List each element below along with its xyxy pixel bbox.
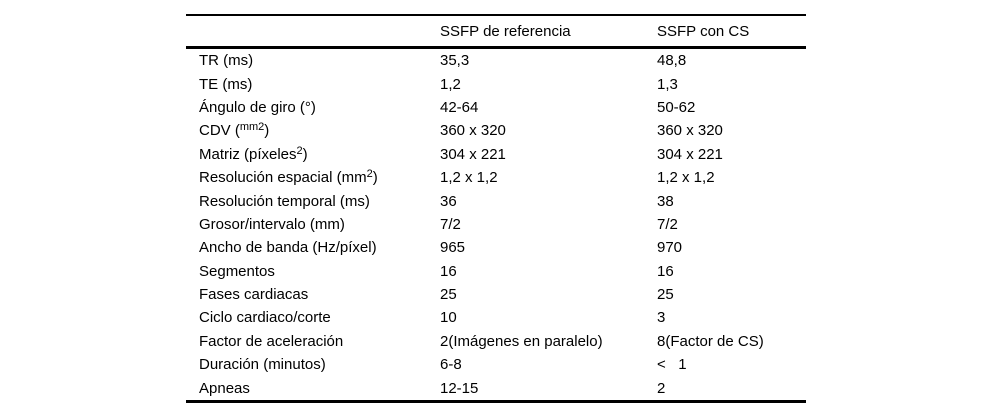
cell-ssfp-con-cs-value: 50-62 bbox=[657, 98, 696, 116]
cell-ssfp-referencia-value: 360 x 320 bbox=[440, 122, 506, 140]
table-header-row: SSFP de referencia SSFP con CS bbox=[186, 16, 806, 49]
cell-ssfp-con-cs-value: 970 bbox=[657, 239, 683, 257]
mri-parameters-table: SSFP de referencia SSFP con CS TR (ms) 3… bbox=[186, 14, 806, 403]
table-row: Duración (minutos) 6-8 < 1 bbox=[186, 353, 806, 376]
cell-ssfp-referencia-value: 1,2 x 1,2 bbox=[440, 169, 498, 187]
cell-ssfp-con-cs-value: 7/2 bbox=[657, 215, 678, 233]
cell-ssfp-referencia-value: 6-8 bbox=[440, 356, 462, 374]
cell-ssfp-referencia-value: 42-64 bbox=[440, 98, 479, 116]
row-label: Factor de aceleración bbox=[186, 334, 440, 349]
table-row: Grosor/intervalo (mm) 7/2 7/2 bbox=[186, 213, 806, 236]
cell-ssfp-con-cs-value: 48,8 bbox=[657, 52, 687, 70]
row-label-superscript: 2 bbox=[366, 168, 373, 181]
table-row: Ciclo cardiaco/corte 10 3 bbox=[186, 306, 806, 329]
cell-ssfp-referencia-value: 965 bbox=[440, 239, 466, 257]
row-label: Ancho de banda (Hz/píxel) bbox=[186, 240, 440, 255]
row-label-text: Resolución temporal (ms) bbox=[199, 192, 370, 210]
row-label-text: Apneas bbox=[199, 379, 250, 397]
row-label: Matriz (píxeles2) bbox=[186, 144, 440, 163]
row-label: Ciclo cardiaco/corte bbox=[186, 310, 440, 325]
row-label: Fases cardiacas bbox=[186, 287, 440, 302]
row-label: CDV (mm2) bbox=[186, 121, 440, 140]
cell-ssfp-con-cs-value: 25 bbox=[657, 286, 674, 304]
header-ssfp-con-cs: SSFP con CS bbox=[657, 22, 750, 40]
row-label-suffix: ) bbox=[372, 169, 378, 187]
cell-ssfp-referencia-value: 36 bbox=[440, 192, 457, 210]
row-label-text: CDV ( bbox=[199, 122, 240, 140]
cell-ssfp-referencia-value: 2(Imágenes en paralelo) bbox=[440, 332, 603, 350]
table-row: CDV (mm2) 360 x 320 360 x 320 bbox=[186, 119, 806, 142]
row-label-text: Ciclo cardiaco/corte bbox=[199, 309, 331, 327]
row-label: Segmentos bbox=[186, 264, 440, 279]
row-label-text: Matriz (píxeles bbox=[199, 145, 297, 163]
row-label-text: Segmentos bbox=[199, 262, 275, 280]
cell-ssfp-con-cs-value: 2 bbox=[657, 379, 666, 397]
table-row: Fases cardiacas 25 25 bbox=[186, 283, 806, 306]
cell-ssfp-con-cs-value: 38 bbox=[657, 192, 674, 210]
cell-ssfp-referencia-value: 25 bbox=[440, 286, 457, 304]
table-row: Ángulo de giro (°) 42-64 50-62 bbox=[186, 96, 806, 119]
table-row: Ancho de banda (Hz/píxel) 965 970 bbox=[186, 236, 806, 259]
cell-ssfp-referencia-value: 12-15 bbox=[440, 379, 479, 397]
row-label: TE (ms) bbox=[186, 77, 440, 92]
cell-ssfp-referencia-value: 1,2 bbox=[440, 75, 461, 93]
cell-ssfp-con-cs-value: 1,2 x 1,2 bbox=[657, 169, 715, 187]
row-label: TR (ms) bbox=[186, 53, 440, 68]
table-row: Apneas 12-15 2 bbox=[186, 376, 806, 399]
row-label-text: Factor de aceleración bbox=[199, 332, 344, 350]
row-label: Resolución espacial (mm2) bbox=[186, 168, 440, 187]
cell-ssfp-referencia-value: 35,3 bbox=[440, 52, 470, 70]
row-label-text: Duración (minutos) bbox=[199, 356, 326, 374]
table-row: Resolución temporal (ms) 36 38 bbox=[186, 189, 806, 212]
row-label-text: Ángulo de giro (°) bbox=[199, 98, 316, 116]
cell-ssfp-con-cs-value: 16 bbox=[657, 262, 674, 280]
row-label-superscript: mm2 bbox=[239, 121, 265, 134]
row-label-text: TR (ms) bbox=[199, 52, 254, 70]
table-body: TR (ms) 35,3 48,8 TE (ms) 1,2 1,3 Ángulo… bbox=[186, 49, 806, 400]
row-label: Apneas bbox=[186, 381, 440, 396]
row-label-text: Grosor/intervalo (mm) bbox=[199, 215, 345, 233]
cell-ssfp-con-cs-value: 304 x 221 bbox=[657, 145, 723, 163]
table-row: TE (ms) 1,2 1,3 bbox=[186, 72, 806, 95]
table-row: Resolución espacial (mm2) 1,2 x 1,2 1,2 … bbox=[186, 166, 806, 189]
cell-ssfp-con-cs-value: 3 bbox=[657, 309, 666, 327]
table-row: Matriz (píxeles2) 304 x 221 304 x 221 bbox=[186, 143, 806, 166]
row-label-text: Ancho de banda (Hz/píxel) bbox=[199, 239, 377, 257]
row-label-suffix: ) bbox=[264, 122, 270, 140]
table-row: Factor de aceleración 2(Imágenes en para… bbox=[186, 330, 806, 353]
cell-ssfp-con-cs-value: 1,3 bbox=[657, 75, 678, 93]
cell-ssfp-con-cs-value: 8(Factor de CS) bbox=[657, 332, 764, 350]
row-label-text: TE (ms) bbox=[199, 75, 253, 93]
table-row: TR (ms) 35,3 48,8 bbox=[186, 49, 806, 72]
row-label-superscript: 2 bbox=[296, 144, 303, 157]
table-row: Segmentos 16 16 bbox=[186, 260, 806, 283]
cell-ssfp-con-cs-value: < 1 bbox=[657, 356, 687, 374]
cell-ssfp-referencia-value: 7/2 bbox=[440, 215, 461, 233]
row-label: Duración (minutos) bbox=[186, 357, 440, 372]
row-label: Resolución temporal (ms) bbox=[186, 194, 440, 209]
cell-ssfp-referencia-value: 10 bbox=[440, 309, 457, 327]
cell-ssfp-referencia-value: 16 bbox=[440, 262, 457, 280]
row-label-suffix: ) bbox=[302, 145, 308, 163]
cell-ssfp-referencia-value: 304 x 221 bbox=[440, 145, 506, 163]
header-ssfp-referencia: SSFP de referencia bbox=[440, 22, 571, 40]
row-label: Grosor/intervalo (mm) bbox=[186, 217, 440, 232]
row-label-text: Fases cardiacas bbox=[199, 286, 309, 304]
row-label: Ángulo de giro (°) bbox=[186, 100, 440, 115]
cell-ssfp-con-cs-value: 360 x 320 bbox=[657, 122, 723, 140]
row-label-text: Resolución espacial (mm bbox=[199, 169, 367, 187]
